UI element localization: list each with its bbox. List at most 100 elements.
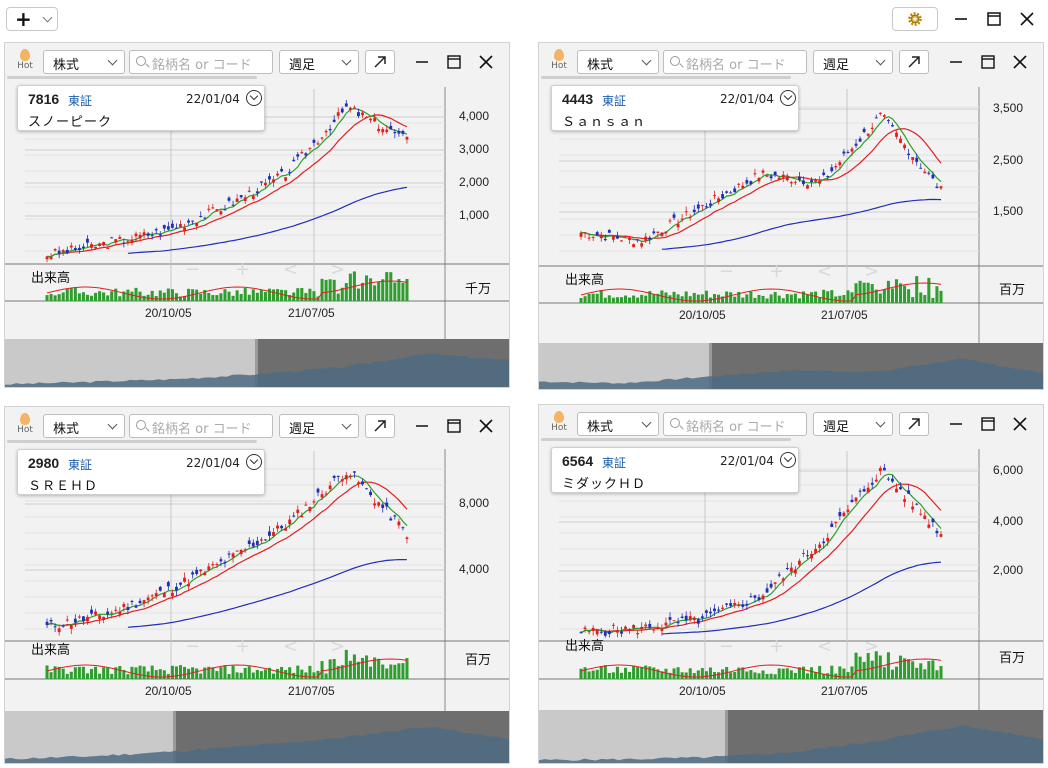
scroll-right-icon[interactable]: > — [330, 636, 345, 657]
volume-bar — [652, 294, 656, 303]
header-scrollbar[interactable] — [7, 440, 257, 443]
type-select[interactable]: 株式 — [577, 412, 659, 436]
zoom-in-icon[interactable]: + — [769, 636, 784, 657]
minimize-icon[interactable] — [413, 417, 431, 435]
navigator-inactive[interactable] — [539, 710, 728, 764]
popout-button[interactable] — [899, 50, 929, 74]
volume-bar — [611, 672, 615, 679]
navigator-handle[interactable] — [725, 710, 728, 764]
volume-bar — [931, 660, 935, 679]
period-select[interactable]: 週足 — [279, 414, 359, 438]
minimize-icon[interactable] — [947, 53, 965, 71]
price-chart[interactable]: − + < > — [5, 407, 510, 764]
close-icon[interactable] — [1011, 53, 1029, 71]
type-select[interactable]: 株式 — [577, 50, 659, 74]
header-scrollbar[interactable] — [541, 76, 791, 79]
candle — [332, 475, 336, 478]
price-chart[interactable]: − + < > — [539, 43, 1044, 390]
add-chart-button[interactable]: + — [6, 7, 58, 31]
navigator-handle[interactable] — [255, 339, 258, 388]
scroll-left-icon[interactable]: < — [283, 259, 298, 280]
candle — [895, 132, 898, 137]
period-select[interactable]: 週足 — [813, 50, 893, 74]
zoom-out-icon[interactable]: − — [185, 259, 200, 280]
maximize-icon[interactable] — [979, 415, 997, 433]
volume-unit-label: 百万 — [465, 653, 492, 668]
candle — [628, 237, 631, 241]
volume-bar — [61, 668, 65, 679]
popout-button[interactable] — [365, 50, 395, 74]
zoom-out-icon[interactable]: − — [719, 261, 734, 282]
scroll-right-icon[interactable]: > — [330, 259, 345, 280]
scroll-right-icon[interactable]: > — [864, 636, 879, 657]
hot-button[interactable]: Hot — [547, 411, 571, 437]
navigator-handle[interactable] — [173, 711, 176, 764]
popout-button[interactable] — [899, 412, 929, 436]
search-input[interactable]: 銘柄名 or コード — [129, 50, 273, 74]
scroll-left-icon[interactable]: < — [817, 261, 832, 282]
zoom-in-icon[interactable]: + — [235, 259, 250, 280]
candle — [122, 242, 126, 244]
settings-button[interactable] — [892, 7, 938, 31]
candle — [692, 209, 696, 213]
y-tick-label: 2,000 — [459, 175, 490, 189]
chevron-down-circle-icon[interactable] — [780, 452, 796, 468]
minimize-icon[interactable] — [947, 415, 965, 433]
hot-button[interactable]: Hot — [547, 49, 571, 75]
hot-button[interactable]: Hot — [13, 413, 37, 439]
minimize-icon[interactable] — [951, 9, 971, 29]
period-select[interactable]: 週足 — [279, 50, 359, 74]
zoom-out-icon[interactable]: − — [719, 636, 734, 657]
popout-button[interactable] — [365, 414, 395, 438]
navigator-handle[interactable] — [709, 343, 712, 390]
close-icon[interactable] — [477, 53, 495, 71]
search-input[interactable]: 銘柄名 or コード — [129, 414, 273, 438]
scroll-left-icon[interactable]: < — [283, 636, 298, 657]
hot-button[interactable]: Hot — [13, 49, 37, 75]
maximize-icon[interactable] — [984, 9, 1004, 29]
zoom-out-icon[interactable]: − — [185, 636, 200, 657]
header-scrollbar[interactable] — [541, 438, 791, 441]
search-input[interactable]: 銘柄名 or コード — [663, 412, 807, 436]
volume-bar — [69, 671, 73, 679]
candle — [82, 246, 85, 249]
maximize-icon[interactable] — [979, 53, 997, 71]
chevron-down-circle-icon[interactable] — [246, 454, 262, 470]
candle — [632, 625, 636, 629]
type-select[interactable]: 株式 — [43, 50, 125, 74]
close-icon[interactable] — [1017, 9, 1037, 29]
price-chart[interactable]: − + < > — [539, 405, 1044, 764]
zoom-in-icon[interactable]: + — [769, 261, 784, 282]
candle — [834, 166, 838, 168]
volume-bar — [328, 279, 332, 301]
close-icon[interactable] — [1011, 415, 1029, 433]
candle — [191, 220, 195, 222]
volume-bar — [227, 674, 231, 679]
minimize-icon[interactable] — [413, 53, 431, 71]
volume-bar — [725, 291, 729, 303]
chevron-down-circle-icon[interactable] — [780, 90, 796, 106]
scroll-left-icon[interactable]: < — [817, 636, 832, 657]
volume-bar — [846, 290, 850, 303]
volume-bar — [579, 297, 583, 303]
candle — [611, 236, 615, 240]
candle — [369, 491, 372, 496]
price-chart[interactable]: − + < > — [5, 43, 510, 388]
candle — [587, 631, 591, 633]
volume-bar — [777, 668, 781, 679]
scroll-right-icon[interactable]: > — [864, 261, 879, 282]
stock-code: 6564 — [562, 453, 594, 469]
candle — [61, 250, 65, 253]
candle — [223, 209, 227, 211]
type-select[interactable]: 株式 — [43, 414, 125, 438]
candle — [90, 609, 93, 614]
maximize-icon[interactable] — [445, 417, 463, 435]
maximize-icon[interactable] — [445, 53, 463, 71]
period-select[interactable]: 週足 — [813, 412, 893, 436]
volume-bar — [850, 666, 854, 679]
zoom-in-icon[interactable]: + — [235, 636, 250, 657]
search-input[interactable]: 銘柄名 or コード — [663, 50, 807, 74]
chevron-down-circle-icon[interactable] — [246, 90, 262, 106]
header-scrollbar[interactable] — [7, 76, 257, 79]
close-icon[interactable] — [477, 417, 495, 435]
